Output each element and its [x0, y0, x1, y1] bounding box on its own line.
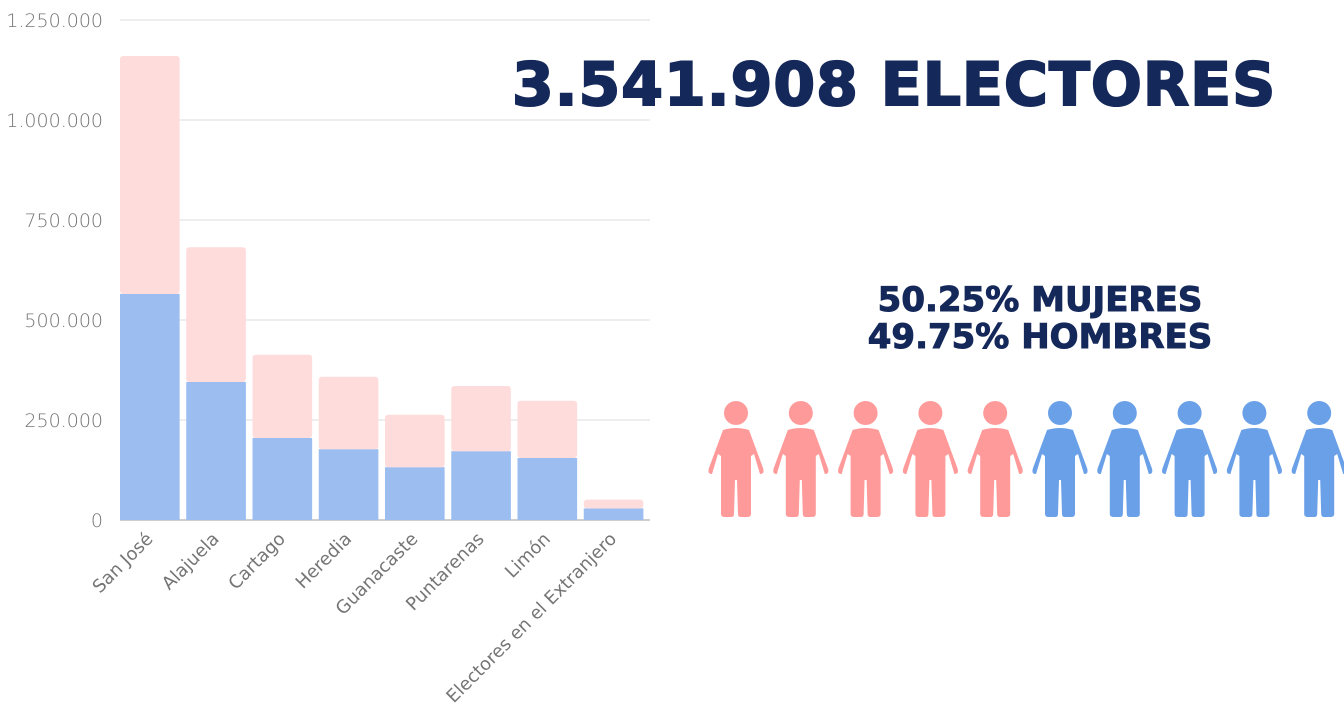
y-tick-label: 1.000.000 — [6, 110, 103, 132]
bar-segment — [451, 386, 511, 452]
x-axis-labels: San José Alajuela Cartago HerediaGuanacaste… — [89, 529, 622, 708]
men-percentage: 49.75% HOMBRES — [867, 317, 1213, 357]
bar-segment — [385, 467, 445, 520]
person-icon — [1226, 401, 1282, 517]
person-icon — [1162, 401, 1218, 517]
person-icon — [773, 401, 829, 517]
bar-segment — [120, 294, 180, 520]
women-percentage: 50.25% MUJERES — [877, 280, 1203, 320]
bar-segment — [318, 449, 379, 520]
x-tick-label: Heredia — [292, 529, 356, 593]
gender-pictogram — [708, 401, 1344, 517]
x-tick-label: Limón — [501, 529, 555, 583]
y-tick-label: 0 — [91, 510, 103, 532]
person-icon — [1032, 401, 1088, 517]
person-icon — [902, 401, 958, 517]
bar-segment — [186, 247, 246, 382]
y-tick-label: 500.000 — [24, 310, 103, 332]
bar-segment — [252, 354, 313, 438]
bar-segment — [186, 382, 246, 520]
x-tick-label: Cartago — [224, 529, 289, 594]
bar-segment — [517, 400, 578, 458]
bars — [120, 56, 644, 520]
bar-segment — [517, 458, 578, 520]
bar-segment — [385, 414, 445, 468]
y-tick-label: 750.000 — [24, 210, 103, 232]
x-tick-label: San José — [89, 529, 158, 598]
bar-segment — [120, 56, 180, 294]
bar-segment — [451, 451, 511, 520]
y-tick-label: 1.250.000 — [6, 10, 103, 32]
bar-segment — [583, 499, 644, 509]
y-tick-label: 250.000 — [24, 410, 103, 432]
bar-chart: 0 250.000 500.000 750.000 1.000.000 1.250.000… — [6, 10, 650, 708]
bar-segment — [252, 438, 313, 520]
person-icon — [1291, 401, 1344, 517]
gender-split: 50.25% MUJERES 49.75% HOMBRES — [830, 280, 1250, 357]
total-electors-headline: 3.541.908 ELECTORES — [511, 49, 1277, 121]
x-tick-label: Alajuela — [158, 529, 224, 595]
bar-segment — [583, 508, 644, 520]
person-icon — [708, 401, 764, 517]
person-icon — [838, 401, 894, 517]
y-axis-ticks: 0 250.000 500.000 750.000 1.000.000 1.250.000 — [6, 10, 103, 532]
bar-segment — [318, 376, 379, 450]
person-icon — [967, 401, 1023, 517]
person-icon — [1097, 401, 1153, 517]
